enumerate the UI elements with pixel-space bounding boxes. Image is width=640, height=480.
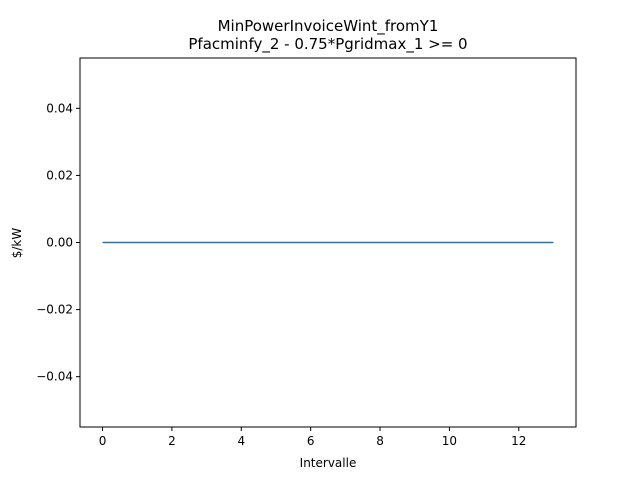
- y-tick-label: 0.02: [46, 168, 73, 182]
- x-tick-label: 12: [511, 434, 526, 448]
- x-tick-label: 8: [376, 434, 384, 448]
- x-tick-label: 10: [442, 434, 457, 448]
- y-tick-label: 0.04: [46, 101, 73, 115]
- x-tick-label: 2: [168, 434, 176, 448]
- x-tick-label: 6: [307, 434, 315, 448]
- x-axis-ticks: 0 2 4 6 8 10 12: [99, 427, 526, 448]
- y-axis-ticks: −0.04 −0.02 0.00 0.02 0.04: [36, 101, 80, 384]
- y-tick-label: −0.04: [36, 370, 73, 384]
- x-axis-label: Intervalle: [300, 456, 357, 470]
- y-axis-label: $/kW: [10, 228, 24, 259]
- axes-frame: [79, 57, 577, 428]
- x-tick-label: 4: [237, 434, 245, 448]
- chart-subtitle: Pfacminfy_2 - 0.75*Pgridmax_1 >= 0: [188, 35, 467, 54]
- y-tick-label: 0.00: [46, 236, 73, 250]
- x-tick-label: 0: [99, 434, 107, 448]
- chart-title: MinPowerInvoiceWint_fromY1: [218, 17, 439, 36]
- y-tick-label: −0.02: [36, 303, 73, 317]
